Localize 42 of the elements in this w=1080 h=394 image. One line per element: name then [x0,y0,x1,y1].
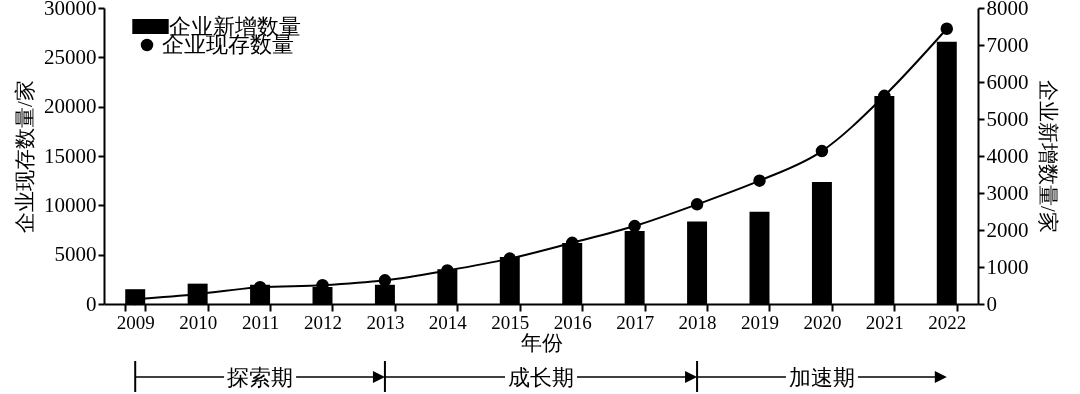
text: 成长期 [508,365,574,390]
y-tick-label: 5000 [54,242,97,267]
x-tick-label: 2009 [116,311,155,333]
x-axis-title: 年份 [520,330,563,355]
x-tick-label: 2014 [428,311,468,333]
x-tick-label: 2011 [241,311,280,333]
point [628,219,641,233]
x-tick-label: 2017 [616,311,655,333]
y2-tick-label: 8000 [986,0,1029,20]
point [690,198,704,211]
text: 加速期 [788,365,855,390]
y2-tick-label: 4000 [986,143,1029,168]
y-axis-title: 企业现存数量/家 [13,80,37,233]
y2-tick-label: 6000 [986,69,1029,94]
y2-tick-label: 0 [986,291,997,316]
x-tick-label: 2020 [803,311,842,333]
point [940,22,954,35]
y2-tick-label: 3000 [986,180,1029,205]
x-tick-label: 2018 [678,311,717,333]
x-tick-label: 2013 [366,311,405,333]
y2-axis-title: 企业新增数量/家 [1035,80,1060,233]
y2-tick-label: 2000 [986,217,1029,242]
x-tick-label: 2015 [491,311,530,333]
point [753,174,766,187]
y-tick-label: 20000 [44,94,97,119]
y-tick-label: 10000 [44,192,97,217]
y2-tick-label: 1000 [986,254,1029,279]
y-tick-label: 15000 [44,143,97,168]
y2-tick-label: 7000 [986,32,1029,57]
y-tick-label: 0 [86,291,97,316]
x-tick-label: 2012 [304,311,342,333]
y2-tick-label: 5000 [986,106,1029,131]
x-tick-label: 2021 [865,311,904,333]
point [378,274,392,287]
y-tick-label: 30000 [44,0,97,20]
x-tick-label: 2010 [179,311,218,333]
x-tick-label: 2019 [741,311,779,333]
x-tick-label: 2022 [928,311,967,333]
x-tick-label: 2016 [553,311,592,333]
y-tick-label: 25000 [44,44,97,69]
point [815,144,829,158]
text: 探索期 [227,365,294,390]
